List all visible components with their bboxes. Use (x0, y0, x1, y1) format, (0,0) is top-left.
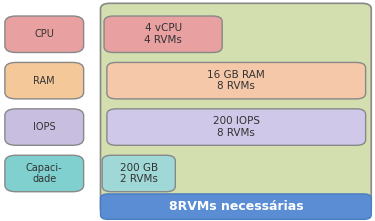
Text: 16 GB RAM
8 RVMs: 16 GB RAM 8 RVMs (207, 70, 265, 91)
FancyBboxPatch shape (5, 109, 84, 145)
FancyBboxPatch shape (5, 155, 84, 192)
Text: 4 vCPU
4 RVMs: 4 vCPU 4 RVMs (144, 23, 182, 45)
Text: CPU: CPU (34, 29, 54, 39)
FancyBboxPatch shape (104, 16, 222, 52)
FancyBboxPatch shape (100, 3, 371, 214)
FancyBboxPatch shape (100, 194, 371, 219)
FancyBboxPatch shape (5, 16, 84, 52)
Text: 8RVMs necessárias: 8RVMs necessárias (169, 200, 303, 213)
FancyBboxPatch shape (107, 62, 366, 99)
Text: IOPS: IOPS (33, 122, 56, 132)
Text: 200 GB
2 RVMs: 200 GB 2 RVMs (120, 163, 158, 184)
Text: RAM: RAM (33, 76, 55, 86)
Text: 200 IOPS
8 RVMs: 200 IOPS 8 RVMs (213, 116, 260, 138)
FancyBboxPatch shape (102, 155, 175, 192)
FancyBboxPatch shape (107, 109, 366, 145)
Text: Capaci-
dade: Capaci- dade (26, 163, 63, 184)
FancyBboxPatch shape (5, 62, 84, 99)
